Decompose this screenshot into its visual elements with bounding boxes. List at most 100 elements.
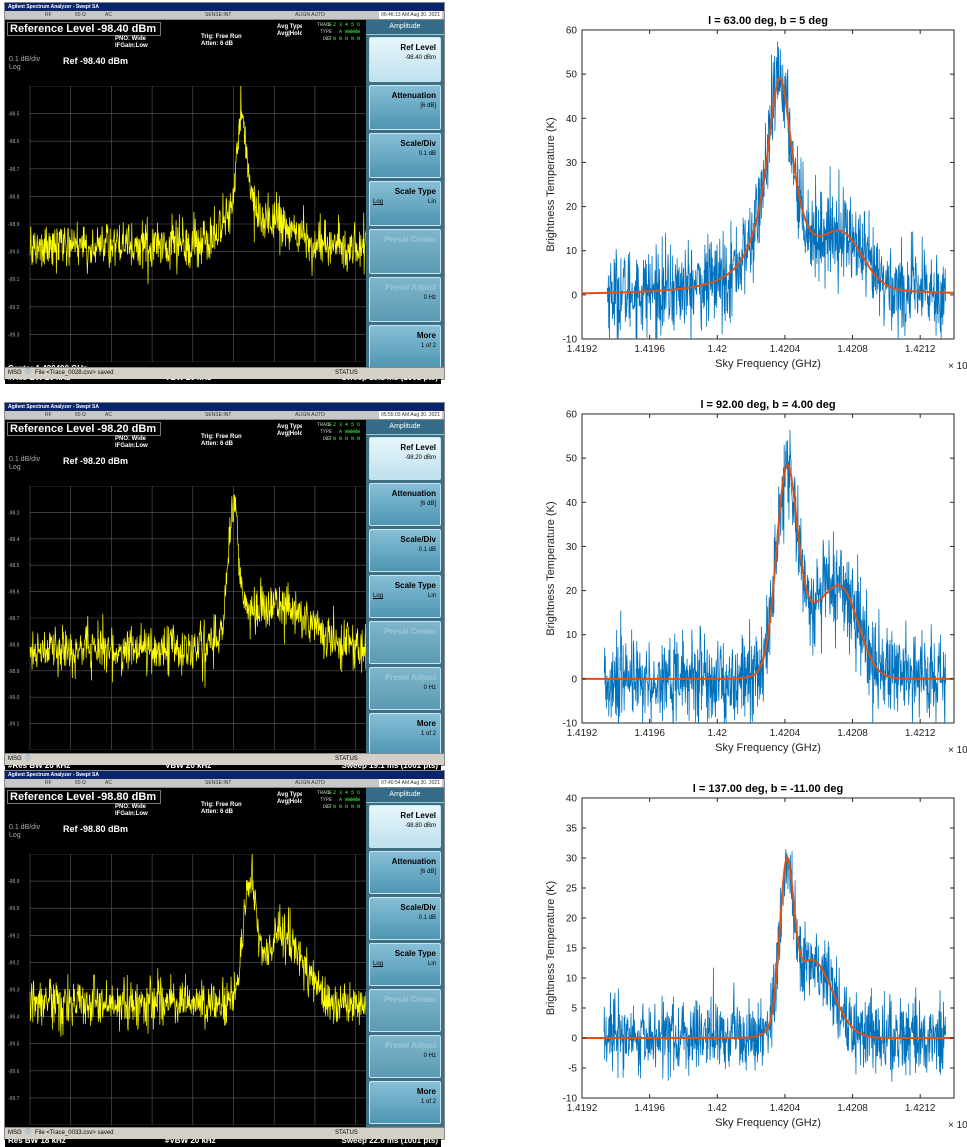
key-label: Presel Adjust <box>385 283 436 292</box>
presel-center-key[interactable]: Presel Center <box>369 989 441 1032</box>
status-cell: ALIGN AUTO <box>295 12 325 18</box>
status-cell: RF <box>45 12 52 18</box>
attenuation-key[interactable]: Attenuation [6 dB] <box>369 851 441 894</box>
y-tick-label: -98.6 <box>8 590 20 596</box>
ref-level-key[interactable]: Ref Level -98.40 dBm <box>369 37 441 82</box>
resolution-bandwidth: #Res BW 20 kHz <box>8 761 71 770</box>
window-title: Agilent Spectrum Analyzer - Swept SA <box>5 403 444 411</box>
scale-type-lin-option[interactable]: Lin <box>427 199 436 205</box>
key-label: Ref Level <box>400 811 436 820</box>
chart-panel-1: 1.4192 1.4196 1.42 1.4204 1.4208 1.4212 -10 0 10… <box>540 0 967 383</box>
key-value: [6 dB] <box>420 501 436 507</box>
y-tick-label: -98.4 <box>8 537 20 543</box>
fit-series-line <box>582 463 954 680</box>
status-cell: AC <box>105 412 112 418</box>
amplitude-menu: Amplitude Ref Level -98.40 dBm Attenuation [… <box>366 20 444 370</box>
scale-type-log-option[interactable]: Log <box>373 961 384 967</box>
key-value: 0.1 dB <box>418 547 436 553</box>
y-tick-label: -98.8 <box>8 642 20 648</box>
menu-title: Amplitude <box>366 420 444 435</box>
scale-div-key[interactable]: Scale/Div 0.1 dB <box>369 133 441 178</box>
y-tick-label: -99.1 <box>8 277 20 283</box>
reference-line-label: Ref -98.20 dBm <box>63 456 129 466</box>
spectrum-analyzer-window: Agilent Spectrum Analyzer - Swept SA RF 50… <box>4 402 445 772</box>
y-tick-label: -98.6 <box>8 139 20 145</box>
fit-series-line <box>582 856 954 1039</box>
x-exponent-label: × 109 <box>948 1117 967 1131</box>
ref-level-key[interactable]: Ref Level -98.20 dBm <box>369 437 441 480</box>
y-tick-label: 50 <box>566 454 578 465</box>
y-tick-label: -99.0 <box>8 906 20 912</box>
msg-label: MSG <box>8 370 22 376</box>
chart-title: l = 92.00 deg, b = 4.00 deg <box>700 399 835 411</box>
scale-type-key[interactable]: Scale Type Log Lin <box>369 575 441 618</box>
y-tick-label: -98.7 <box>8 616 20 622</box>
scale-div-key[interactable]: Scale/Div 0.1 dB <box>369 529 441 572</box>
pno-setting: PNO: Wide <box>115 436 146 442</box>
scale-type-key[interactable]: Scale Type Log Lin <box>369 943 441 986</box>
x-tick-label: 1.4192 <box>567 728 598 739</box>
reference-level-title[interactable]: Reference Level -98.40 dBm <box>7 22 161 36</box>
key-value: -98.20 dBm <box>404 455 436 461</box>
y-tick-label: -98.9 <box>8 669 20 675</box>
scale-type-log-option[interactable]: Log <box>373 199 384 205</box>
amplitude-menu: Amplitude Ref Level -98.80 dBm Attenuation [… <box>366 788 444 1128</box>
chart-panel-3: 1.4192 1.4196 1.42 1.4204 1.4208 1.4212 -10 -5 0… <box>540 768 967 1142</box>
chart-title: l = 63.00 deg, b = 5 deg <box>708 15 828 27</box>
scale-div-key[interactable]: Scale/Div 0.1 dB <box>369 897 441 940</box>
y-tick-label: -98.9 <box>8 222 20 228</box>
y-tick-label: 40 <box>566 498 578 509</box>
key-label: Presel Center <box>384 995 436 1004</box>
y-tick-label: -99.6 <box>8 1069 20 1075</box>
status-cell: AC <box>105 780 112 786</box>
message-text: File <Trace_0033.csv> saved <box>35 1130 114 1136</box>
scale-type-log-option[interactable]: Log <box>373 593 384 599</box>
key-value: 0 Hz <box>423 1053 436 1059</box>
key-label: Presel Adjust <box>385 1041 436 1050</box>
reference-level-title[interactable]: Reference Level -98.80 dBm <box>7 790 161 804</box>
attenuation-key[interactable]: Attenuation [6 dB] <box>369 85 441 130</box>
x-tick-label: 1.42 <box>708 728 728 739</box>
y-tick-label: -99.0 <box>8 695 20 701</box>
key-label: Ref Level <box>400 443 436 452</box>
key-label: Presel Center <box>384 235 436 244</box>
menu-title: Amplitude <box>366 20 444 35</box>
datetime: 06:46:13 AM Aug 30, 2021 <box>379 11 442 19</box>
key-value: -98.40 dBm <box>404 55 436 61</box>
more-key[interactable]: More 1 of 2 <box>369 325 441 370</box>
attenuation-setting: Atten: 6 dB <box>201 441 233 447</box>
status-cell: 50 Ω <box>75 12 86 18</box>
presel-adjust-key[interactable]: Presel Adjust 0 Hz <box>369 1035 441 1078</box>
key-label: More <box>416 1087 436 1096</box>
reference-level-title[interactable]: Reference Level -98.20 dBm <box>7 422 161 436</box>
scale-type-lin-option[interactable]: Lin <box>427 593 436 599</box>
attenuation-key[interactable]: Attenuation [6 dB] <box>369 483 441 526</box>
window-title: Agilent Spectrum Analyzer - Swept SA <box>5 771 444 779</box>
message-bar: MSG ⓘ File <Trace_0033.csv> saved STATUS <box>5 1127 444 1139</box>
scale-type-key[interactable]: Scale Type Log Lin <box>369 181 441 226</box>
presel-center-key[interactable]: Presel Center <box>369 621 441 664</box>
x-axis-label: Sky Frequency (GHz) <box>715 358 821 370</box>
scale-type-lin-option[interactable]: Lin <box>427 961 436 967</box>
key-label: Presel Center <box>384 627 436 636</box>
message-bar: MSG ⓘ File <Trace_0028.csv> saved STATUS <box>5 367 444 379</box>
key-label: Ref Level <box>400 43 436 52</box>
x-tick-label: 1.4212 <box>905 728 936 739</box>
key-label: Presel Adjust <box>385 673 436 682</box>
more-key[interactable]: More 1 of 2 <box>369 713 441 756</box>
more-key[interactable]: More 1 of 2 <box>369 1081 441 1124</box>
y-tick-label: -99.1 <box>8 722 20 728</box>
presel-adjust-key[interactable]: Presel Adjust 0 Hz <box>369 277 441 322</box>
status-label: STATUS <box>335 756 358 762</box>
datetime: 07:40:54 AM Aug 30, 2021 <box>379 779 442 787</box>
presel-adjust-key[interactable]: Presel Adjust 0 Hz <box>369 667 441 710</box>
presel-center-key[interactable]: Presel Center <box>369 229 441 274</box>
y-axis-label: Brightness Temperature (K) <box>545 501 557 635</box>
ref-level-key[interactable]: Ref Level -98.80 dBm <box>369 805 441 848</box>
y-tick-label: -98.8 <box>8 194 20 200</box>
scale-per-div: 0.1 dB/div Log <box>9 824 41 839</box>
key-value: 0 Hz <box>423 685 436 691</box>
message-bar: MSG ⓘ STATUS <box>5 753 444 765</box>
